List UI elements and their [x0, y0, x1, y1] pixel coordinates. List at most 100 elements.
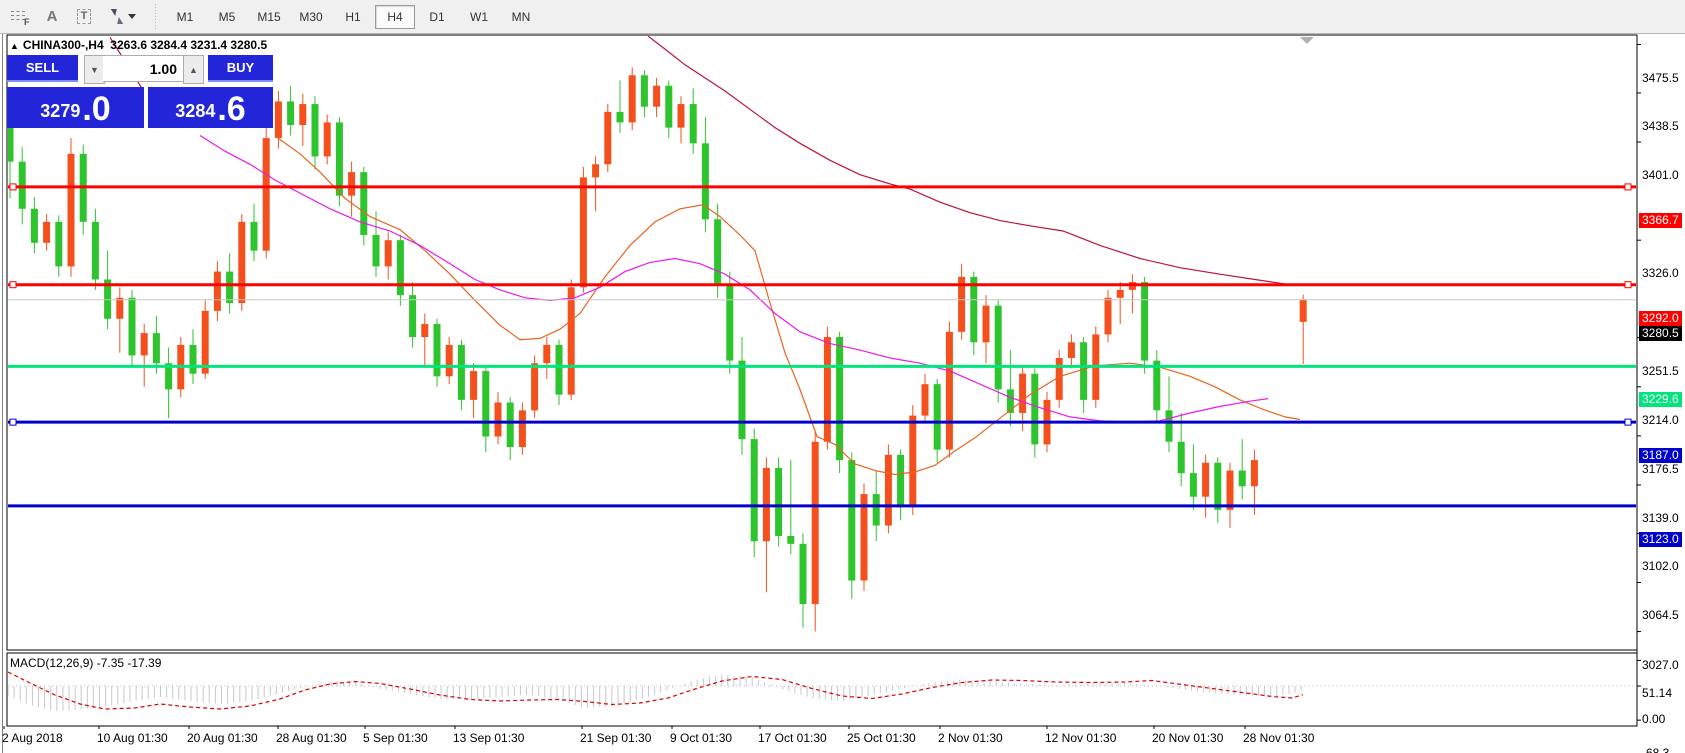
price-level-badge: 3280.5: [1639, 325, 1682, 341]
timeframe-W1[interactable]: W1: [470, 9, 488, 24]
time-axis-label: 9 Oct 01:30: [670, 731, 733, 745]
macd-indicator-label: MACD(12,26,9) -7.35 -17.39: [10, 656, 162, 670]
time-axis-label: 25 Oct 01:30: [847, 731, 916, 745]
candle-body: [30, 208, 38, 243]
time-axis-label: 20 Nov 01:30: [1152, 731, 1224, 745]
candle-body: [262, 138, 270, 251]
buy-price-pips: .6: [217, 90, 246, 128]
time-axis-label: 20 Aug 01:30: [187, 731, 258, 745]
text-annotation-button[interactable]: A: [38, 5, 66, 29]
sell-price-pips: .0: [82, 90, 111, 128]
arrows-tool-button[interactable]: [102, 5, 142, 29]
candle-body: [958, 276, 966, 332]
timeframe-MN[interactable]: MN: [511, 9, 531, 24]
candle-body: [945, 331, 953, 450]
candle-body: [323, 122, 331, 157]
candle-body: [494, 402, 502, 437]
buy-button[interactable]: BUY: [208, 55, 273, 82]
candle-body: [714, 219, 722, 285]
candle-body: [165, 363, 173, 390]
timeframe-M5[interactable]: M5: [218, 9, 236, 24]
candle-body: [213, 271, 221, 311]
top-toolbar: F A T M1 M5 M15 M30 H1 H4 D1 W1 MN: [0, 0, 1685, 34]
candle-body: [921, 384, 929, 416]
candle-body: [628, 75, 636, 123]
candle-body: [274, 101, 282, 139]
time-axis-label: 28 Nov 01:30: [1243, 731, 1315, 745]
price-tick-label: 3475.5: [1642, 70, 1679, 85]
hline-handle[interactable]: [1624, 281, 1632, 289]
price-tick-label: 3102.0: [1642, 559, 1679, 574]
candle-body: [8, 106, 14, 162]
volume-increase-button[interactable]: ▲: [183, 55, 204, 84]
candle-body: [348, 172, 356, 196]
candle-body: [238, 221, 246, 304]
candle-body: [1067, 342, 1075, 358]
candle-body: [1019, 373, 1027, 413]
timeframe-H4[interactable]: H4: [375, 4, 415, 29]
candle-body: [579, 177, 587, 288]
hline-handle[interactable]: [9, 418, 17, 426]
candle-body: [226, 271, 234, 304]
candle-body: [518, 410, 526, 447]
candle-body: [616, 111, 624, 123]
time-axis-label: 28 Aug 01:30: [276, 731, 347, 745]
hline-handle[interactable]: [9, 281, 17, 289]
price-level-badge: 3123.0: [1639, 531, 1682, 547]
sell-price-main: 3279: [40, 101, 81, 121]
candle-body: [1214, 462, 1222, 510]
candle-body: [1104, 297, 1112, 335]
ma-slow-magenta: [199, 134, 1269, 423]
candle-body: [799, 543, 807, 605]
timeframe-M15[interactable]: M15: [257, 9, 281, 24]
price-tick-label: 3139.0: [1642, 510, 1679, 525]
candle-body: [811, 441, 819, 605]
chart-shift-marker-icon[interactable]: [1300, 37, 1314, 44]
price-tick-label: 3064.5: [1642, 608, 1679, 623]
fibonacci-lines-button[interactable]: F: [6, 5, 34, 29]
candle-body: [445, 344, 453, 377]
volume-decrease-button[interactable]: ▼: [84, 55, 105, 84]
candle-body: [384, 240, 392, 267]
sell-price-button[interactable]: 3279 .0: [7, 87, 144, 128]
candle-body: [91, 221, 99, 280]
hline-handle[interactable]: [1624, 183, 1632, 191]
candle-body: [604, 111, 612, 165]
time-axis-label: 12 Nov 01:30: [1045, 731, 1117, 745]
text-label-button[interactable]: T: [70, 5, 98, 29]
volume-input[interactable]: [103, 55, 183, 82]
hline-handle[interactable]: [1624, 418, 1632, 426]
candle-body: [18, 161, 26, 209]
sell-button[interactable]: SELL: [7, 55, 78, 82]
candle-body: [567, 287, 575, 395]
candle-body: [775, 467, 783, 536]
text-annotation-icon: A: [46, 8, 58, 25]
candle-body: [1189, 473, 1197, 497]
candle-body: [994, 305, 1002, 390]
candle-body: [1250, 460, 1258, 487]
candle-body: [396, 240, 404, 296]
timeframe-H1[interactable]: H1: [345, 9, 361, 24]
price-and-macd-canvas[interactable]: [0, 34, 1685, 753]
hline-handle[interactable]: [9, 183, 17, 191]
price-tick-label: 3438.5: [1642, 118, 1679, 133]
timeframe-D1[interactable]: D1: [429, 9, 445, 24]
buy-price-button[interactable]: 3284 .6: [148, 87, 273, 128]
macd-signal-line: [8, 671, 1304, 710]
candle-body: [372, 234, 380, 267]
price-level-badge: 3229.6: [1639, 392, 1682, 408]
toolbar-separator: [152, 3, 159, 30]
price-tick-label: 3401.0: [1642, 168, 1679, 183]
candle-body: [1165, 410, 1173, 442]
chart-area[interactable]: ▲ CHINA300-,H4 3263.6 3284.4 3231.4 3280.…: [0, 34, 1685, 753]
price-level-badge: 3187.0: [1639, 448, 1682, 464]
drawing-tools-group: F A T: [0, 5, 142, 29]
timeframe-M1[interactable]: M1: [176, 9, 194, 24]
chevron-down-icon: [127, 14, 136, 19]
chart-header: ▲ CHINA300-,H4 3263.6 3284.4 3231.4 3280.…: [10, 38, 267, 52]
ma-fast-orange: [277, 137, 1301, 476]
timeframe-M30[interactable]: M30: [299, 9, 323, 24]
macd-tick-label: -68.3: [1642, 746, 1669, 753]
symbol-name: CHINA300-,H4: [22, 38, 104, 52]
candle-body: [982, 305, 990, 343]
